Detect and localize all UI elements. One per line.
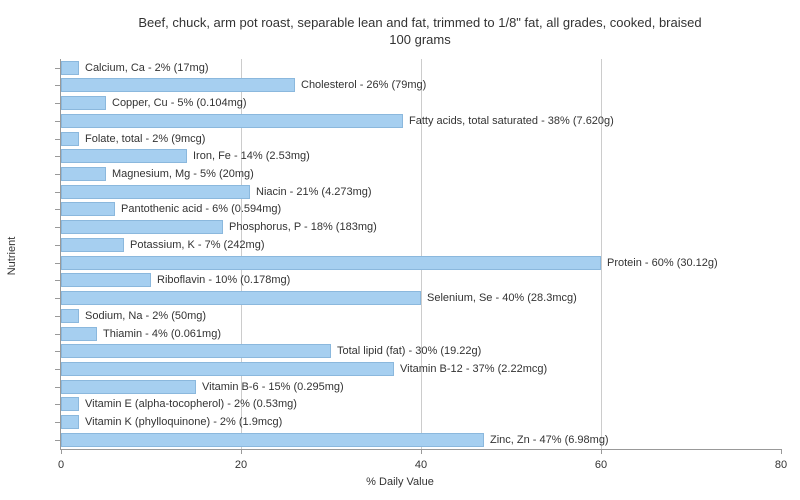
nutrient-bar-label: Calcium, Ca - 2% (17mg): [85, 61, 208, 75]
nutrient-bar: [61, 415, 79, 429]
nutrient-bar: [61, 220, 223, 234]
nutrient-bar: [61, 433, 484, 447]
nutrient-bar: [61, 327, 97, 341]
nutrient-bar-label: Fatty acids, total saturated - 38% (7.62…: [409, 114, 614, 128]
nutrient-bar-label: Magnesium, Mg - 5% (20mg): [112, 167, 254, 181]
nutrient-bar-label: Vitamin B-6 - 15% (0.295mg): [202, 380, 344, 394]
nutrient-bar: [61, 185, 250, 199]
nutrient-chart: Beef, chuck, arm pot roast, separable le…: [0, 0, 800, 500]
nutrient-bar: [61, 273, 151, 287]
nutrient-bar: [61, 344, 331, 358]
nutrient-bar: [61, 256, 601, 270]
plot-area: 020406080Calcium, Ca - 2% (17mg)Choleste…: [60, 59, 781, 450]
nutrient-bar: [61, 202, 115, 216]
nutrient-bar: [61, 61, 79, 75]
nutrient-bar-label: Vitamin E (alpha-tocopherol) - 2% (0.53m…: [85, 397, 297, 411]
nutrient-bar-label: Riboflavin - 10% (0.178mg): [157, 273, 290, 287]
y-axis-label: Nutrient: [6, 237, 18, 276]
nutrient-bar-label: Selenium, Se - 40% (28.3mcg): [427, 291, 577, 305]
nutrient-bar: [61, 309, 79, 323]
nutrient-bar: [61, 238, 124, 252]
title-line-2: 100 grams: [389, 32, 450, 47]
x-tick: [781, 449, 782, 454]
nutrient-bar: [61, 167, 106, 181]
nutrient-bar-label: Sodium, Na - 2% (50mg): [85, 309, 206, 323]
nutrient-bar: [61, 380, 196, 394]
nutrient-bar-label: Potassium, K - 7% (242mg): [130, 238, 265, 252]
nutrient-bar: [61, 132, 79, 146]
nutrient-bar-label: Thiamin - 4% (0.061mg): [103, 327, 221, 341]
chart-title: Beef, chuck, arm pot roast, separable le…: [60, 15, 780, 49]
x-tick-label: 60: [595, 459, 607, 471]
nutrient-bar-label: Pantothenic acid - 6% (0.594mg): [121, 202, 281, 216]
nutrient-bar-label: Copper, Cu - 5% (0.104mg): [112, 96, 247, 110]
nutrient-bar: [61, 291, 421, 305]
nutrient-bar: [61, 149, 187, 163]
x-tick-label: 80: [775, 459, 787, 471]
nutrient-bar-label: Folate, total - 2% (9mcg): [85, 132, 205, 146]
nutrient-bar-label: Total lipid (fat) - 30% (19.22g): [337, 344, 481, 358]
nutrient-bar: [61, 397, 79, 411]
x-tick: [421, 449, 422, 454]
nutrient-bar-label: Iron, Fe - 14% (2.53mg): [193, 149, 310, 163]
x-tick-label: 20: [235, 459, 247, 471]
nutrient-bar-label: Cholesterol - 26% (79mg): [301, 78, 426, 92]
nutrient-bar-label: Phosphorus, P - 18% (183mg): [229, 220, 377, 234]
nutrient-bar: [61, 362, 394, 376]
title-line-1: Beef, chuck, arm pot roast, separable le…: [138, 15, 701, 30]
nutrient-bar-label: Zinc, Zn - 47% (6.98mg): [490, 433, 609, 447]
x-tick: [61, 449, 62, 454]
nutrient-bar-label: Vitamin K (phylloquinone) - 2% (1.9mcg): [85, 415, 282, 429]
nutrient-bar-label: Niacin - 21% (4.273mg): [256, 185, 372, 199]
nutrient-bar-label: Protein - 60% (30.12g): [607, 256, 718, 270]
x-tick: [241, 449, 242, 454]
x-tick: [601, 449, 602, 454]
nutrient-bar: [61, 78, 295, 92]
x-tick-label: 0: [58, 459, 64, 471]
nutrient-bar-label: Vitamin B-12 - 37% (2.22mcg): [400, 362, 547, 376]
nutrient-bar: [61, 96, 106, 110]
x-tick-label: 40: [415, 459, 427, 471]
x-axis-label: % Daily Value: [366, 476, 434, 488]
nutrient-bar: [61, 114, 403, 128]
